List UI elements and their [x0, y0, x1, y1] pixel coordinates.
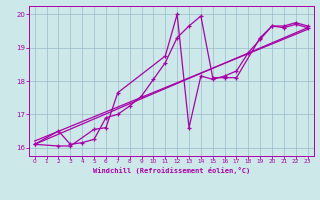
X-axis label: Windchill (Refroidissement éolien,°C): Windchill (Refroidissement éolien,°C)	[92, 167, 250, 174]
